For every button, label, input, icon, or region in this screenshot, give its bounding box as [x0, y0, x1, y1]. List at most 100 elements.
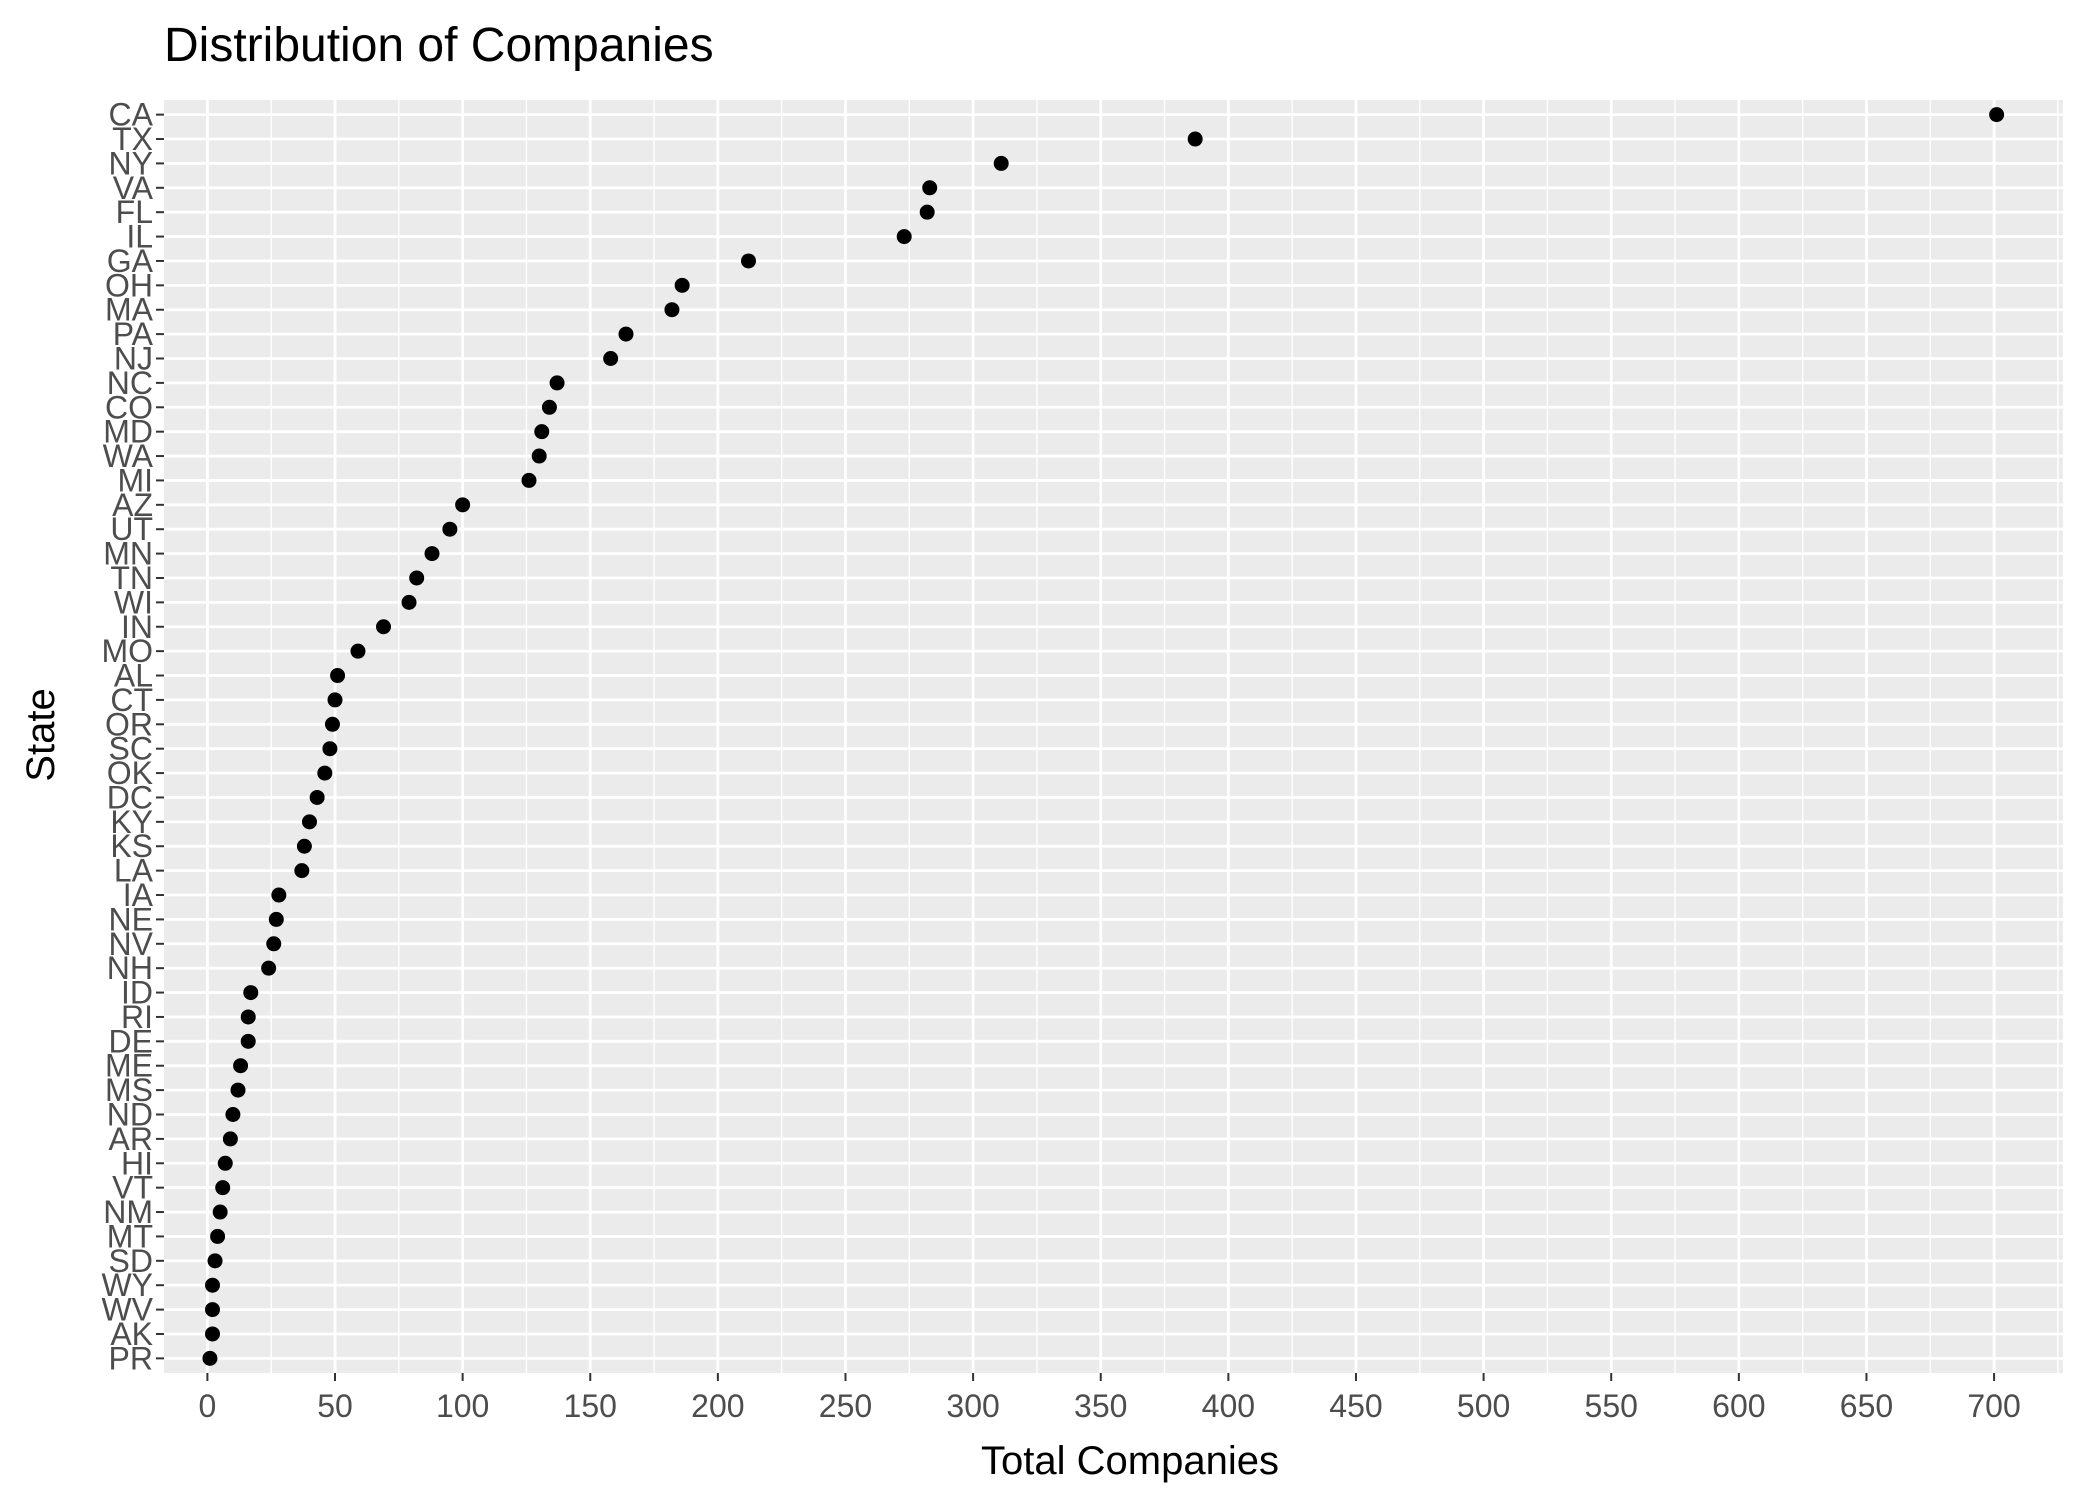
y-tick-label: OK	[107, 755, 153, 791]
data-point-va	[922, 180, 938, 196]
data-point-la	[294, 863, 310, 879]
y-tick-label: OH	[105, 267, 153, 303]
data-point-ut	[442, 521, 458, 537]
data-point-nd	[225, 1106, 241, 1122]
data-point-dc	[309, 789, 325, 805]
data-point-ri	[240, 1009, 256, 1025]
data-point-mi	[521, 472, 537, 488]
data-point-oh	[674, 277, 690, 293]
y-tick-label: RI	[121, 999, 153, 1035]
data-point-wy	[204, 1277, 220, 1293]
y-tick-label: NJ	[114, 341, 153, 377]
y-tick-label: NH	[107, 950, 153, 986]
data-point-tx	[1187, 131, 1203, 147]
y-axis: CATXNYVAFLILGAOHMAPANJNCCOMDWAMIAZUTMNTN…	[101, 97, 164, 1376]
y-tick-label: AR	[109, 1121, 153, 1157]
y-tick-label: WA	[103, 438, 154, 474]
y-tick-label: ND	[107, 1096, 153, 1132]
y-tick-label: NM	[103, 1194, 153, 1230]
x-tick-label: 450	[1329, 1388, 1382, 1424]
data-point-pa	[618, 326, 634, 342]
data-point-co	[541, 399, 557, 415]
x-tick-label: 300	[946, 1388, 999, 1424]
y-tick-label: IA	[123, 877, 154, 913]
data-point-sc	[322, 741, 338, 757]
y-tick-label: MI	[117, 462, 153, 498]
data-point-wi	[401, 594, 417, 610]
y-tick-label: TX	[112, 121, 153, 157]
x-tick-label: 650	[1840, 1388, 1893, 1424]
x-tick-label: 100	[436, 1388, 489, 1424]
x-tick-label: 150	[564, 1388, 617, 1424]
data-point-ia	[271, 887, 287, 903]
y-tick-label: MS	[105, 1072, 153, 1108]
y-axis-title: State	[19, 688, 63, 781]
y-tick-label: MN	[103, 536, 153, 572]
x-tick-label: 400	[1202, 1388, 1255, 1424]
data-point-ne	[268, 911, 284, 927]
data-point-or	[324, 716, 340, 732]
data-point-de	[240, 1033, 256, 1049]
y-tick-label: MD	[103, 414, 153, 450]
y-tick-label: FL	[116, 194, 153, 230]
y-tick-label: LA	[114, 853, 154, 889]
data-point-nc	[549, 375, 565, 391]
data-point-me	[233, 1058, 249, 1074]
y-tick-label: PR	[109, 1340, 153, 1376]
data-points	[202, 107, 2005, 1366]
y-tick-label: MA	[105, 292, 154, 328]
data-point-wa	[531, 448, 547, 464]
data-point-ar	[222, 1131, 238, 1147]
x-tick-label: 500	[1457, 1388, 1510, 1424]
x-axis-title: Total Companies	[981, 1439, 1279, 1483]
y-tick-label: VT	[112, 1170, 153, 1206]
x-tick-label: 50	[317, 1388, 353, 1424]
y-tick-label: KS	[110, 828, 153, 864]
y-tick-label: SD	[109, 1243, 153, 1279]
x-tick-label: 200	[691, 1388, 744, 1424]
y-tick-label: CO	[105, 389, 153, 425]
major-gridlines	[164, 100, 2063, 1373]
y-tick-label: GA	[107, 243, 154, 279]
data-point-wv	[204, 1302, 220, 1318]
data-point-al	[330, 668, 346, 684]
data-point-mn	[424, 546, 440, 562]
data-point-mt	[210, 1228, 226, 1244]
y-tick-label: IL	[126, 219, 153, 255]
data-point-nj	[603, 351, 619, 367]
y-tick-label: TN	[110, 560, 153, 596]
y-tick-label: PA	[113, 316, 154, 352]
x-tick-label: 550	[1585, 1388, 1638, 1424]
chart-title: Distribution of Companies	[164, 19, 714, 72]
data-point-ak	[204, 1326, 220, 1342]
data-point-az	[455, 497, 471, 513]
plot-panel	[164, 100, 2063, 1373]
y-tick-label: MO	[101, 633, 153, 669]
data-point-pr	[202, 1350, 218, 1366]
data-point-vt	[215, 1180, 231, 1196]
y-tick-label: DC	[107, 779, 153, 815]
x-tick-label: 250	[819, 1388, 872, 1424]
x-tick-label: 0	[198, 1388, 216, 1424]
x-tick-label: 600	[1712, 1388, 1765, 1424]
y-tick-label: IN	[121, 609, 153, 645]
data-point-tn	[409, 570, 425, 586]
data-point-hi	[217, 1155, 233, 1171]
y-tick-label: OR	[105, 706, 153, 742]
y-tick-label: UT	[110, 511, 153, 547]
y-tick-label: NV	[109, 926, 154, 962]
data-point-ky	[301, 814, 317, 830]
data-point-ca	[1989, 107, 2005, 123]
data-point-nm	[212, 1204, 228, 1220]
data-point-ok	[317, 765, 333, 781]
data-point-mo	[350, 643, 366, 659]
data-point-sd	[207, 1253, 223, 1269]
y-tick-label: VA	[113, 170, 154, 206]
data-point-in	[376, 619, 392, 635]
y-tick-label: AL	[114, 658, 153, 694]
y-tick-label: AZ	[112, 487, 153, 523]
data-point-md	[534, 424, 550, 440]
y-tick-label: WI	[114, 584, 153, 620]
y-tick-label: NE	[109, 901, 153, 937]
